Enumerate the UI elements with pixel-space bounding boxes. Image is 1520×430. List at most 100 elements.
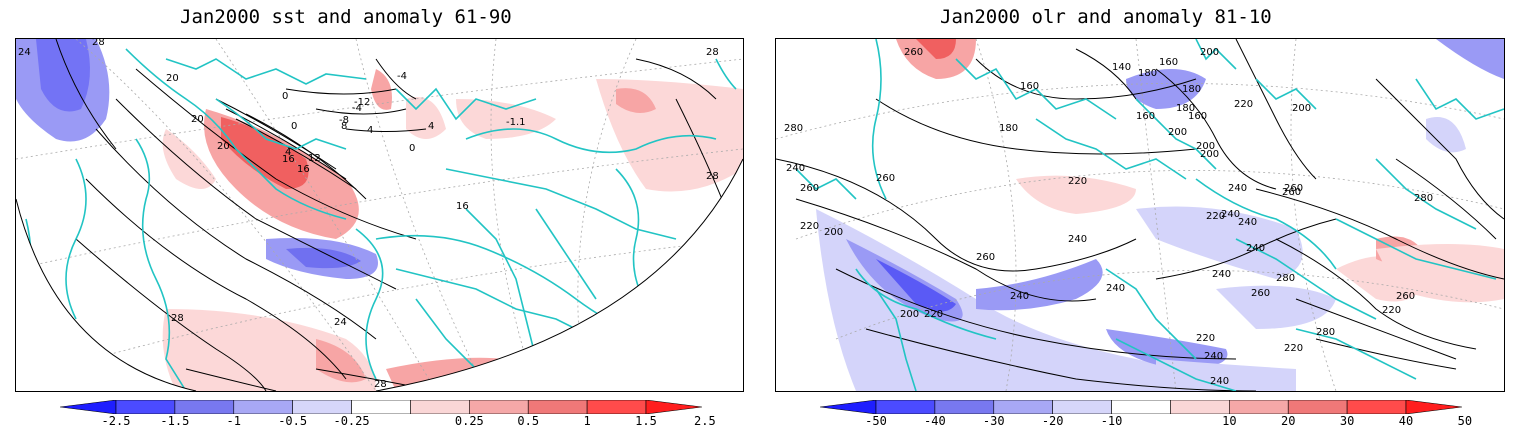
contour-label: 260 (1251, 288, 1270, 299)
olr-anomaly-neg-southwest (816, 209, 1296, 391)
contour-label: 140 (1112, 62, 1131, 73)
contour-label: 260 (976, 252, 995, 263)
contour-label: 20 (217, 141, 230, 152)
contour-label: 8 (341, 121, 347, 132)
contour-label: 4 (428, 121, 434, 132)
contour-label: 280 (1316, 327, 1335, 338)
colorbar-tick-label: 1 (583, 414, 591, 428)
colorbar-tick-label: -1.5 (160, 414, 190, 428)
contour-label: 220 (1196, 333, 1215, 344)
contour-label: 28 (171, 313, 184, 324)
olr-map-canvas: 260 280 160 140 180 160 180 160 200 220 … (776, 39, 1504, 391)
contour-label: 200 (1200, 47, 1219, 58)
sst-colorbar: -2.5 -1.5 -1 -0.5 -0.25 0.25 0.5 1 1.5 2.5 (59, 399, 716, 429)
contour-label: 240 (1204, 351, 1223, 362)
contour-label: 28 (374, 379, 387, 390)
contour-label: -8 (339, 115, 349, 126)
contour-label: 220 (1206, 211, 1225, 222)
contour-label: 240 (1212, 269, 1231, 280)
colorbar-tick-label: -0.25 (333, 414, 370, 428)
colorbar-tick-label: 1.5 (635, 414, 657, 428)
colorbar-tick-label: 30 (1339, 414, 1355, 428)
contour-label: -12 (354, 97, 370, 108)
colorbar-tick-label: 40 (1398, 414, 1414, 428)
contour-label: 240 (1210, 376, 1229, 387)
contour-label: 220 (1234, 99, 1253, 110)
contour-label: 200 (1292, 103, 1311, 114)
contour-label: 0 (409, 143, 415, 154)
contour-label: 240 (1246, 243, 1265, 254)
colorbar-segment (292, 399, 352, 415)
sst-map-canvas: 24 28 28 20 20 20 16 16 12 8 4 4 0 0 -4 … (16, 39, 743, 391)
contour-label: 280 (1414, 193, 1433, 204)
colorbar-tick-label: -40 (924, 414, 946, 428)
colorbar-segment (993, 399, 1053, 415)
colorbar-segment (1229, 399, 1289, 415)
colorbar-segment (1111, 399, 1171, 415)
colorbar-segment (875, 399, 936, 415)
colorbar-tick-label: -10 (1100, 414, 1123, 428)
contour-label: 220 (1068, 176, 1087, 187)
contour-label: 16 (297, 164, 310, 175)
contour-label: -4 (352, 103, 362, 114)
contour-label: 280 (1276, 273, 1295, 284)
contour-label: 260 (904, 47, 923, 58)
contour-label: 160 (1020, 81, 1039, 92)
contour-label: 200 (900, 309, 919, 320)
colorbar-tick-label: 0.25 (454, 414, 484, 428)
contour-label: 260 (1396, 291, 1415, 302)
contour-label: 260 (876, 173, 895, 184)
colorbar-segment (819, 399, 877, 415)
contour-label: -1.1 (506, 117, 526, 128)
colorbar-segment (586, 399, 647, 415)
contour-label: 180 (999, 123, 1018, 134)
colorbar-tick-label: 2.5 (694, 414, 716, 428)
contour-label: 0 (282, 91, 288, 102)
colorbar-segment (1287, 399, 1348, 415)
contour-label: 24 (18, 47, 31, 58)
colorbar-segment (1346, 399, 1407, 415)
contour-label: 240 (1221, 209, 1240, 220)
contour-label: 28 (706, 47, 719, 58)
colorbar-tick-label: 50 (1457, 414, 1473, 428)
colorbar-segment (233, 399, 293, 415)
contour-label: 0 (291, 121, 297, 132)
contour-label: 200 (1200, 149, 1219, 160)
colorbar-tick-label: 0.5 (517, 414, 540, 428)
colorbar-segment (645, 399, 703, 415)
contour-label: 4 (367, 125, 373, 136)
colorbar-tick-label: -0.5 (278, 414, 308, 428)
colorbar-segment (1405, 399, 1463, 415)
colorbar-tick-label: -50 (865, 414, 887, 428)
contour-label: 180 (1182, 84, 1201, 95)
colorbar-segment (1052, 399, 1112, 415)
contour-label: 220 (800, 221, 819, 232)
colorbar-tick-label: -1 (226, 414, 241, 428)
contour-label: 220 (1284, 343, 1303, 354)
sst-map: 24 28 28 20 20 20 16 16 12 8 4 4 0 0 -4 … (15, 38, 744, 392)
colorbar-segment (934, 399, 995, 415)
contour-label: 20 (191, 114, 204, 125)
contour-label: 160 (1188, 111, 1207, 122)
contour-label: -4 (397, 71, 407, 82)
contour-label: 20 (166, 73, 179, 84)
contour-label: 160 (1136, 111, 1155, 122)
colorbar-segment (527, 399, 588, 415)
colorbar-segment (410, 399, 470, 415)
olr-colorbar-svg (819, 399, 1463, 415)
contour-label: 240 (1010, 291, 1029, 302)
contour-label: 16 (456, 201, 469, 212)
colorbar-tick-label: 20 (1280, 414, 1296, 428)
contour-label: 28 (706, 171, 719, 182)
sst-panel-title: Jan2000 sst and anomaly 61-90 (180, 6, 512, 28)
olr-map: 260 280 160 140 180 160 180 160 200 220 … (775, 38, 1505, 392)
sst-colorbar-svg (59, 399, 703, 415)
contour-label: 16 (282, 154, 295, 165)
colorbar-segment (351, 399, 411, 415)
contour-label: 12 (308, 153, 321, 164)
colorbar-segment (115, 399, 176, 415)
contour-label: 260 (800, 183, 819, 194)
contour-label: 220 (924, 309, 943, 320)
contour-label: 200 (1196, 141, 1215, 152)
contour-label: 220 (1382, 305, 1401, 316)
